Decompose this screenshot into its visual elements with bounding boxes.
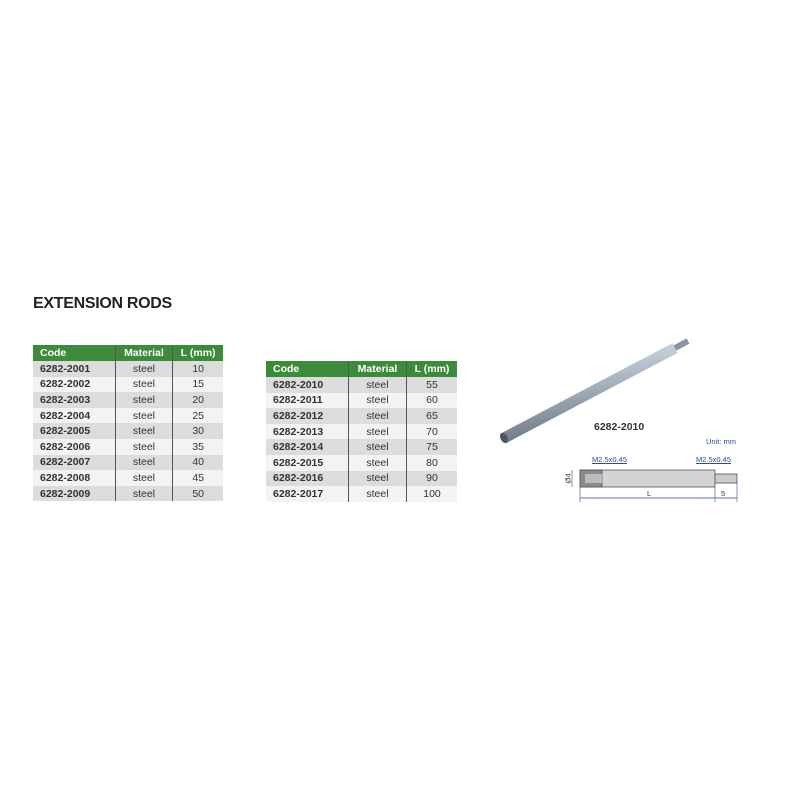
cell-length: 80 [406, 454, 457, 471]
cell-material: steel [114, 485, 173, 502]
cell-length: 100 [406, 486, 457, 502]
pin-length-label: 5 [721, 489, 726, 498]
cell-code: 6282-2015 [266, 454, 349, 471]
table-row: 6282-2012 steel 65 [266, 408, 457, 424]
cell-length: 50 [172, 485, 223, 502]
cell-length: 75 [406, 439, 457, 455]
cell-code: 6282-2013 [266, 423, 349, 440]
cell-code: 6282-2007 [33, 454, 115, 471]
cell-code: 6282-2002 [33, 376, 115, 393]
table-row: 6282-2004 steel 25 [33, 407, 223, 424]
cell-length: 25 [172, 407, 223, 424]
cell-material: steel [347, 470, 407, 487]
cell-length: 55 [406, 377, 457, 393]
cell-length: 70 [406, 423, 457, 440]
cell-code: 6282-2016 [266, 470, 349, 487]
length-label: L [647, 489, 652, 498]
cell-material: steel [347, 439, 407, 455]
diameter-label: Ø4 [563, 473, 573, 484]
table-row: 6282-2015 steel 80 [266, 454, 457, 471]
table-row: 6282-2008 steel 45 [33, 470, 223, 486]
table-header: Code Material L (mm) [266, 361, 457, 377]
rod-dimension-drawing [571, 469, 738, 502]
header-material: Material [347, 361, 407, 377]
cell-length: 35 [172, 438, 223, 455]
cell-code: 6282-2010 [266, 377, 349, 393]
cell-length: 65 [406, 408, 457, 424]
cell-material: steel [114, 361, 173, 377]
table-row: 6282-2011 steel 60 [266, 392, 457, 409]
cell-code: 6282-2001 [33, 361, 115, 377]
cell-code: 6282-2009 [33, 485, 115, 502]
cell-material: steel [347, 408, 407, 424]
header-material: Material [114, 345, 173, 361]
cell-code: 6282-2012 [266, 408, 349, 424]
cell-length: 10 [172, 361, 223, 377]
thread-right-label: M2.5x0.45 [696, 455, 732, 464]
cell-code: 6282-2014 [266, 439, 349, 455]
cell-material: steel [347, 423, 407, 440]
cell-material: steel [114, 423, 173, 439]
cell-code: 6282-2005 [33, 423, 115, 439]
rods-table-1: Code Material L (mm) 6282-2001 steel 10 628… [33, 345, 223, 502]
cell-code: 6282-2017 [266, 486, 349, 502]
table-row: 6282-2009 steel 50 [33, 485, 223, 502]
table-row: 6282-2007 steel 40 [33, 454, 223, 471]
cell-material: steel [114, 470, 173, 486]
header-code: Code [33, 345, 115, 361]
cell-material: steel [114, 407, 173, 424]
cell-material: steel [114, 392, 173, 408]
cell-code: 6282-2008 [33, 470, 115, 486]
cell-length: 40 [172, 454, 223, 471]
cell-length: 15 [172, 376, 223, 393]
table-row: 6282-2006 steel 35 [33, 438, 223, 455]
table-row: 6282-2010 steel 55 [266, 377, 457, 393]
table-row: 6282-2003 steel 20 [33, 392, 223, 408]
cell-code: 6282-2003 [33, 392, 115, 408]
table-header: Code Material L (mm) [33, 345, 223, 361]
unit-label: Unit: mm [706, 437, 736, 446]
cell-material: steel [347, 486, 407, 502]
cell-code: 6282-2004 [33, 407, 115, 424]
cell-code: 6282-2011 [266, 392, 349, 409]
cell-material: steel [347, 392, 407, 409]
cell-material: steel [114, 438, 173, 455]
cell-length: 90 [406, 470, 457, 487]
table-row: 6282-2016 steel 90 [266, 470, 457, 487]
cell-material: steel [347, 377, 407, 393]
rod-photo [499, 338, 690, 444]
header-code: Code [266, 361, 349, 377]
table-row: 6282-2002 steel 15 [33, 376, 223, 393]
cell-material: steel [114, 376, 173, 393]
cell-length: 20 [172, 392, 223, 408]
table-row: 6282-2005 steel 30 [33, 423, 223, 439]
header-length: L (mm) [172, 345, 223, 361]
table-row: 6282-2013 steel 70 [266, 423, 457, 440]
page-title: EXTENSION RODS [33, 295, 172, 312]
cell-length: 45 [172, 470, 223, 486]
cell-material: steel [347, 454, 407, 471]
model-label: 6282-2010 [594, 421, 645, 433]
table-row: 6282-2017 steel 100 [266, 486, 457, 502]
thread-left-label: M2.5x0.45 [592, 455, 628, 464]
header-length: L (mm) [406, 361, 457, 377]
cell-code: 6282-2006 [33, 438, 115, 455]
cell-length: 60 [406, 392, 457, 409]
cell-material: steel [114, 454, 173, 471]
table-row: 6282-2014 steel 75 [266, 439, 457, 455]
table-row: 6282-2001 steel 10 [33, 361, 223, 377]
rods-table-2: Code Material L (mm) 6282-2010 steel 55 628… [266, 361, 457, 502]
cell-length: 30 [172, 423, 223, 439]
